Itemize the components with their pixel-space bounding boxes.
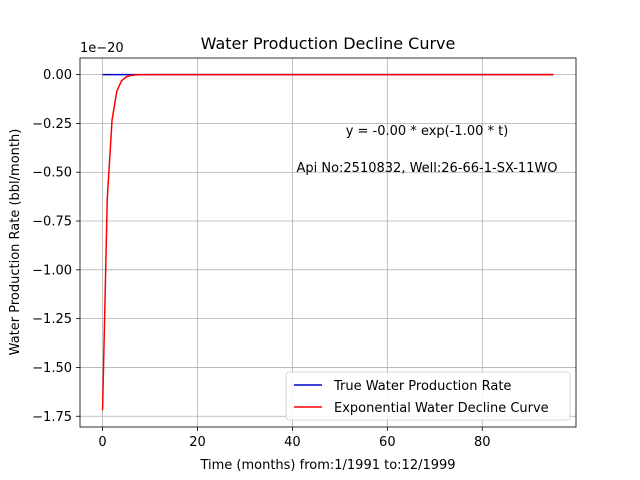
y-tick-label: −1.00 <box>32 263 72 278</box>
legend-label-decline-curve: Exponential Water Decline Curve <box>334 401 549 416</box>
legend-label-true-rate: True Water Production Rate <box>333 379 511 394</box>
y-tick-label: −0.25 <box>32 117 72 132</box>
series-line-decline-curve <box>101 73 554 411</box>
y-tick-label: −0.75 <box>32 215 72 230</box>
x-tick-label: 40 <box>284 435 301 450</box>
y-tick-label: −1.25 <box>32 312 72 327</box>
x-tick-label: 80 <box>474 435 491 450</box>
y-axis-title: Water Production Rate (bbl/month) <box>8 129 23 356</box>
y-offset-label: 1e−20 <box>80 41 124 56</box>
x-tick-label: 60 <box>379 435 396 450</box>
legend: True Water Production Rate Exponential W… <box>285 371 571 421</box>
axis-ticks: 0 20 40 60 80 0.00 −0.25 −0.50 −0.75 −1.00 −1.25 −1… <box>32 68 490 450</box>
legend-box <box>285 371 571 421</box>
y-tick-label: −0.50 <box>32 166 72 181</box>
x-tick-label: 0 <box>98 435 106 450</box>
x-axis-title: Time (months) from:1/1991 to:12/1999 <box>199 458 455 473</box>
grid <box>80 58 576 427</box>
x-tick-label: 20 <box>189 435 206 450</box>
series-layer <box>101 73 554 411</box>
plot-frame <box>79 57 577 428</box>
y-tick-label: −1.50 <box>32 361 72 376</box>
y-tick-label: −1.75 <box>32 410 72 425</box>
well-annotation: Api No:2510832, Well:26-66-1-SX-11WO <box>296 161 557 176</box>
y-tick-label: 0.00 <box>43 68 72 83</box>
equation-annotation: y = -0.00 * exp(-1.00 * t) <box>346 124 509 139</box>
chart-title: Water Production Decline Curve <box>201 34 456 53</box>
